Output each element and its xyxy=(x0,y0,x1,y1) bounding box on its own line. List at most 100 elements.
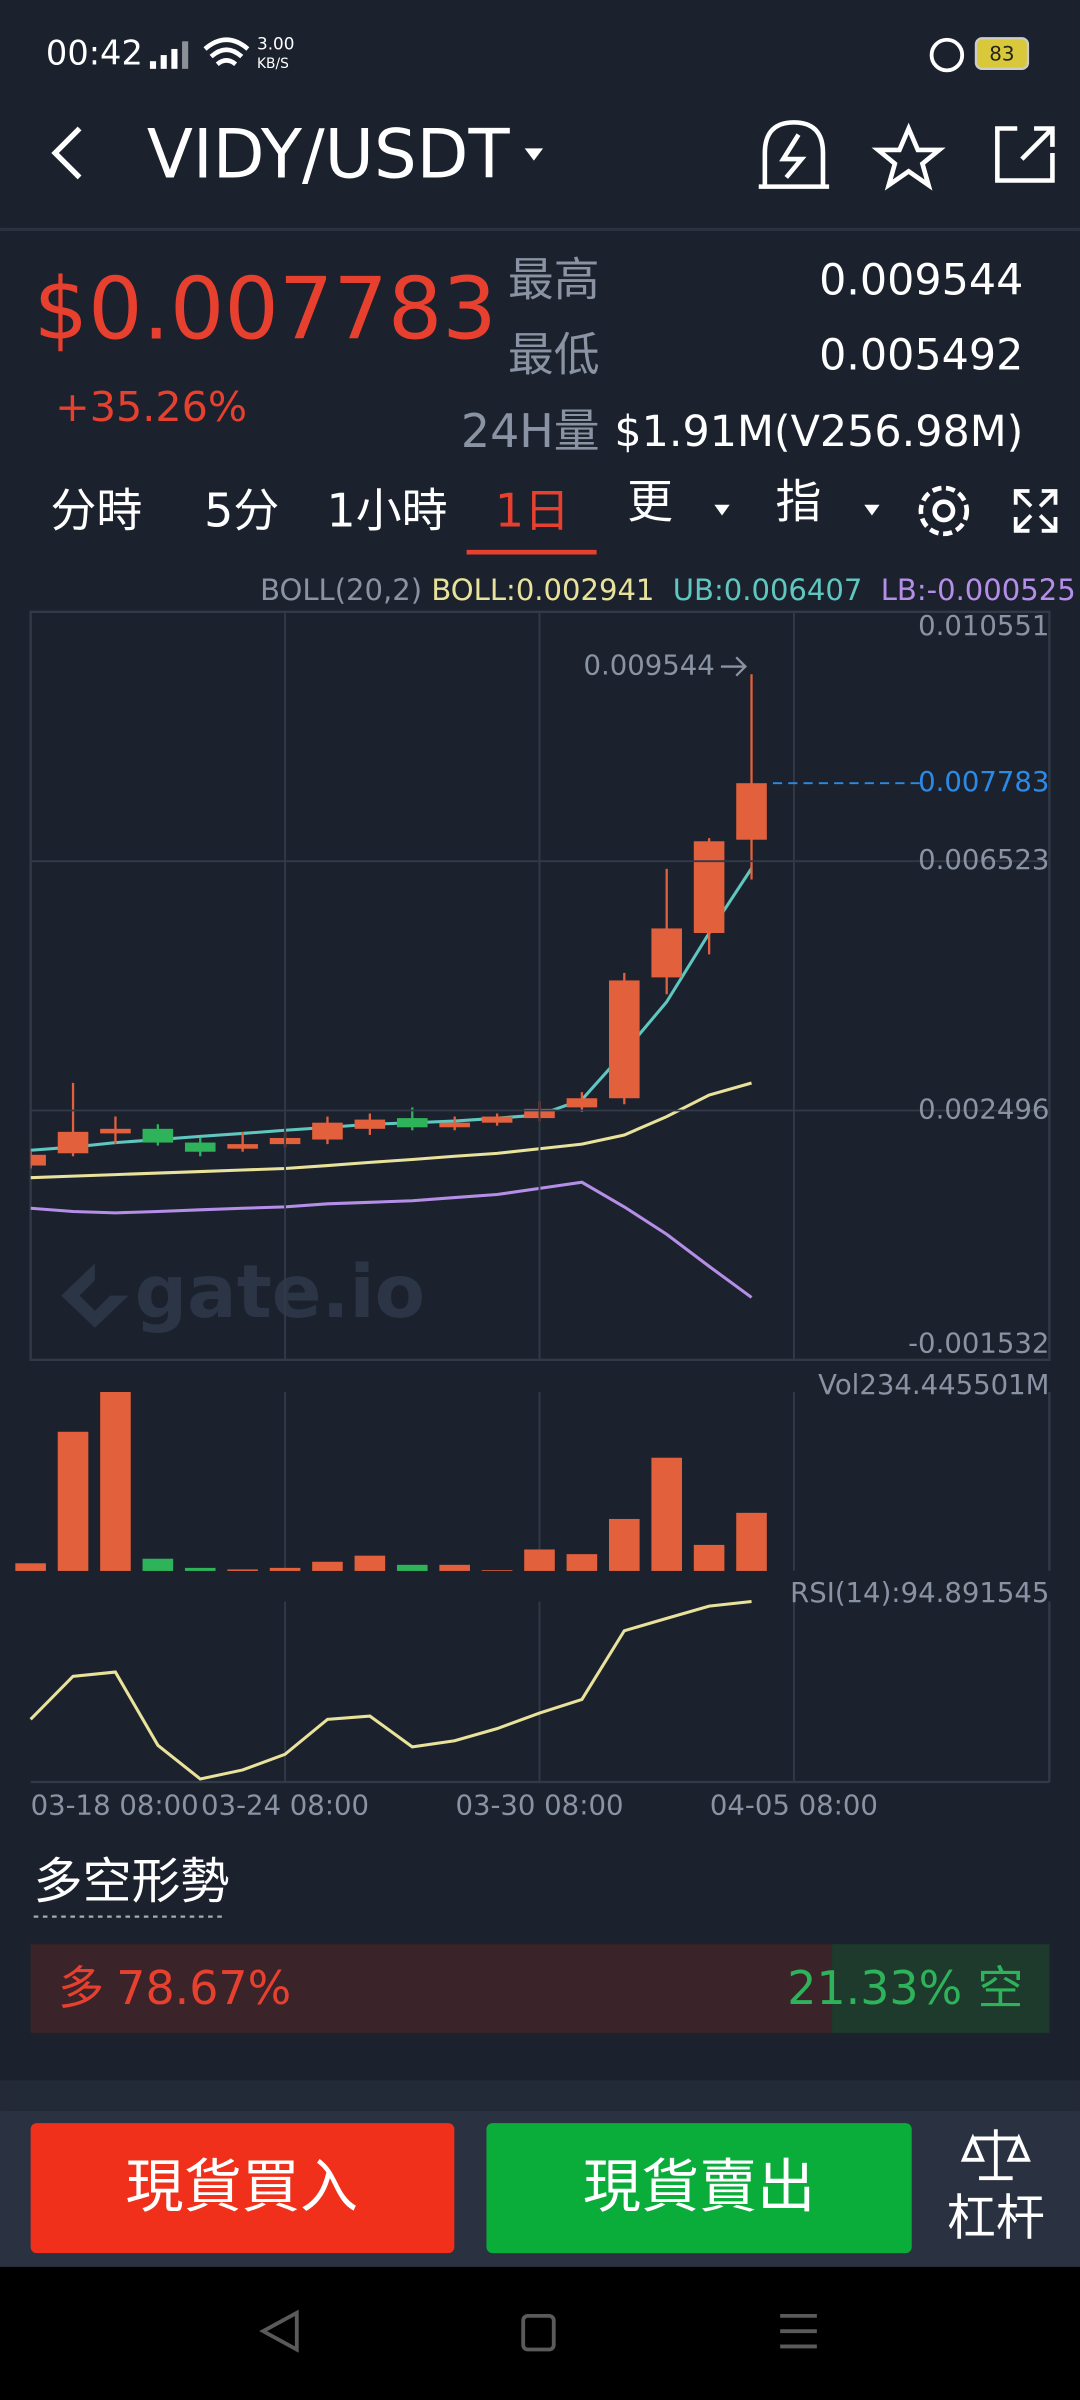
candle-body xyxy=(100,1128,131,1134)
candle-body xyxy=(736,783,767,840)
legend-entry: BOLL:0.002941 xyxy=(431,573,654,607)
leverage-label[interactable]: 杠杆 xyxy=(947,2190,1045,2247)
volume-bar xyxy=(396,1564,428,1571)
volume-bar xyxy=(227,1569,258,1571)
watermark-text: gate.io xyxy=(135,1250,425,1335)
candle-body xyxy=(481,1116,513,1123)
candle-body xyxy=(566,1098,598,1108)
leverage-icon[interactable] xyxy=(960,2129,1031,2181)
nav-back[interactable] xyxy=(259,2309,299,2353)
tab-active[interactable]: 1日 xyxy=(495,483,570,537)
volume-bar xyxy=(481,1570,513,1571)
boll-line xyxy=(30,1180,753,1299)
spacer xyxy=(0,2080,1080,2111)
long-bar xyxy=(30,1944,833,2033)
volume-bar xyxy=(609,1518,640,1571)
y-tick-label: 0.002496 xyxy=(918,1093,1049,1125)
sell-label: 現貨賣出 xyxy=(583,2153,815,2221)
price: $0.007783 xyxy=(34,260,497,360)
tab-dropdown[interactable] xyxy=(864,504,880,516)
nav-bar xyxy=(0,2266,1080,2400)
speed: 3.00 xyxy=(257,33,294,53)
tab[interactable]: 更 xyxy=(627,474,673,528)
buy-label: 現貨買入 xyxy=(126,2153,358,2221)
short-value: 21.33% xyxy=(787,1961,962,2015)
volume-bar xyxy=(269,1567,301,1571)
settings-button[interactable] xyxy=(918,485,970,537)
short-bar xyxy=(832,1944,1050,2033)
nav-menu[interactable] xyxy=(780,2313,817,2349)
candle-body xyxy=(30,1154,46,1166)
price-plot xyxy=(30,674,767,1299)
rsi-line xyxy=(29,1600,752,1781)
x-tick-label: 03-18 08:00 xyxy=(31,1790,199,1822)
volume-bar xyxy=(184,1567,216,1571)
tab-dropdown[interactable] xyxy=(714,504,730,516)
signal-icon xyxy=(149,41,189,69)
candle-body xyxy=(651,928,683,978)
x-tick-label: 03-30 08:00 xyxy=(455,1790,623,1822)
settings-button-core xyxy=(932,499,956,523)
volume-bar xyxy=(524,1549,555,1571)
low-label: 最低 xyxy=(508,327,600,381)
tab[interactable]: 指 xyxy=(776,474,822,528)
boll-line xyxy=(30,1081,752,1180)
candle-body xyxy=(439,1122,470,1128)
volume-label: 24H量 xyxy=(461,404,600,458)
volume-bar xyxy=(651,1457,683,1571)
nav-home[interactable] xyxy=(521,2313,556,2352)
battery-level: 83 xyxy=(989,43,1014,66)
tab[interactable]: 1小時 xyxy=(327,483,448,537)
pair-title[interactable]: VIDY/USDT xyxy=(147,116,511,194)
low-value: 0.005492 xyxy=(819,330,1023,380)
legend-entry: UB:0.006407 xyxy=(673,573,863,607)
x-tick-label: 04-05 08:00 xyxy=(710,1790,878,1822)
back-button[interactable] xyxy=(51,126,82,180)
fullscreen-button[interactable] xyxy=(1013,489,1058,533)
sell-button[interactable] xyxy=(486,2123,912,2254)
candle-body xyxy=(609,980,640,1099)
high-label: 最高 xyxy=(508,252,600,306)
tab[interactable]: 分時 xyxy=(51,483,143,537)
battery-icon xyxy=(974,37,1030,70)
watermark: gate.io xyxy=(61,1250,425,1335)
volume-bar xyxy=(736,1512,767,1571)
tab[interactable]: 5分 xyxy=(204,483,279,537)
rsi-label: RSI(14):94.891545 xyxy=(790,1577,1049,1609)
candle-body xyxy=(354,1119,386,1129)
volume-label: Vol234.445501M xyxy=(818,1369,1049,1401)
volume-bar xyxy=(57,1431,89,1571)
y-tick-label: 0.006523 xyxy=(918,844,1049,876)
last-price-label: 0.007783 xyxy=(918,766,1049,798)
time: 00:42 xyxy=(46,34,143,73)
legend-entry: LB:-0.000525 xyxy=(881,573,1076,607)
short-label: 空 xyxy=(977,1961,1023,2015)
volume-bar xyxy=(566,1554,598,1571)
x-tick-label: 03-24 08:00 xyxy=(201,1790,369,1822)
alert-button[interactable] xyxy=(758,120,830,189)
candle-body xyxy=(227,1144,258,1149)
favorite-button[interactable] xyxy=(871,122,946,191)
long-value: 78.67% xyxy=(116,1961,291,2015)
candle-body xyxy=(142,1128,174,1143)
volume-bar xyxy=(100,1392,131,1571)
candle-body xyxy=(312,1122,343,1140)
buy-button[interactable] xyxy=(30,2123,455,2254)
high-arrow xyxy=(720,656,748,677)
pair-dropdown[interactable] xyxy=(524,148,544,161)
candle-body xyxy=(396,1118,428,1128)
volume-bar xyxy=(142,1558,174,1571)
candle-body xyxy=(693,841,725,934)
share-button[interactable] xyxy=(995,126,1055,183)
sentiment-title: 多空形勢 xyxy=(34,1853,230,1910)
candle-body xyxy=(184,1142,216,1152)
volume-bar xyxy=(439,1564,470,1571)
y-tick-label: -0.001532 xyxy=(908,1328,1049,1360)
long-label: 多 xyxy=(58,1961,104,2015)
alarm-icon xyxy=(929,37,965,73)
volume-bar xyxy=(312,1561,343,1571)
candle-body xyxy=(57,1131,89,1154)
indicator-label: BOLL(20,2) xyxy=(260,573,422,607)
volume-value: $1.91M(V256.98M) xyxy=(614,407,1023,457)
